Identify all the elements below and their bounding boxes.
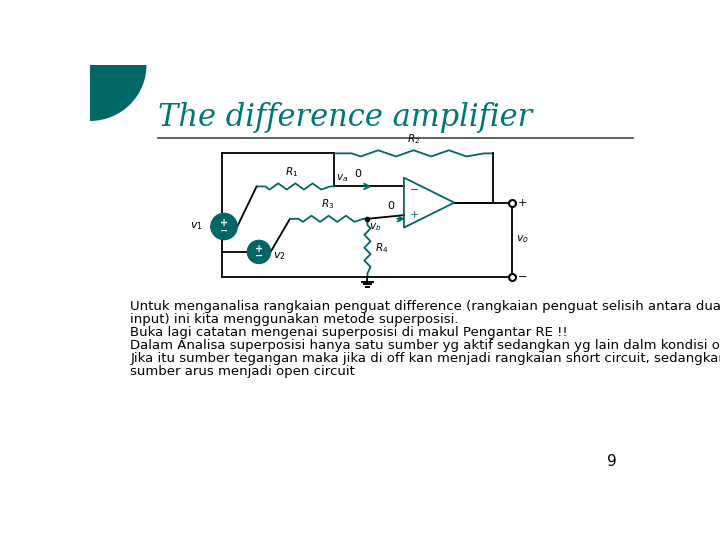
Text: −: − <box>518 272 527 281</box>
Text: Jika itu sumber tegangan maka jika di off kan menjadi rangkaian short circuit, s: Jika itu sumber tegangan maka jika di of… <box>130 352 720 365</box>
Text: −: − <box>220 225 228 235</box>
Text: $v_o$: $v_o$ <box>516 234 529 246</box>
Text: +: + <box>410 210 420 220</box>
Text: 9: 9 <box>607 454 617 469</box>
Text: −: − <box>410 185 420 195</box>
Text: $R_2$: $R_2$ <box>407 132 420 146</box>
Text: $v_a$: $v_a$ <box>336 172 348 184</box>
Text: $v_1$: $v_1$ <box>190 221 203 232</box>
Text: Untuk menganalisa rangkaian penguat difference (rangkaian penguat selisih antara: Untuk menganalisa rangkaian penguat diff… <box>130 300 720 313</box>
Text: +: + <box>518 198 527 207</box>
Text: $v_b$: $v_b$ <box>369 221 382 233</box>
Text: $v_2$: $v_2$ <box>273 250 286 262</box>
Text: 0: 0 <box>354 169 361 179</box>
Text: $R_3$: $R_3$ <box>320 197 334 211</box>
Text: Buka lagi catatan mengenai superposisi di makul Pengantar RE !!: Buka lagi catatan mengenai superposisi d… <box>130 326 568 339</box>
Text: Dalam Analisa superposisi hanya satu sumber yg aktif sedangkan yg lain dalm kond: Dalam Analisa superposisi hanya satu sum… <box>130 339 720 352</box>
Text: 0: 0 <box>387 201 395 211</box>
Text: +: + <box>255 244 263 254</box>
Text: $R_4$: $R_4$ <box>375 241 389 254</box>
Circle shape <box>211 213 238 240</box>
Circle shape <box>248 240 271 264</box>
Polygon shape <box>90 65 145 120</box>
Text: The difference amplifier: The difference amplifier <box>158 102 533 133</box>
Text: sumber arus menjadi open circuit: sumber arus menjadi open circuit <box>130 365 355 378</box>
Text: input) ini kita menggunakan metode superposisi.: input) ini kita menggunakan metode super… <box>130 313 459 326</box>
Text: −: − <box>255 251 263 260</box>
Text: +: + <box>220 218 228 228</box>
Text: $R_1$: $R_1$ <box>285 165 298 179</box>
